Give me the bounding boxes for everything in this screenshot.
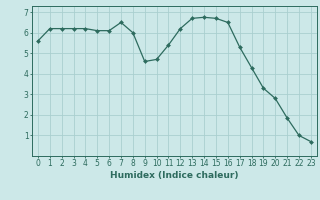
X-axis label: Humidex (Indice chaleur): Humidex (Indice chaleur)	[110, 171, 239, 180]
